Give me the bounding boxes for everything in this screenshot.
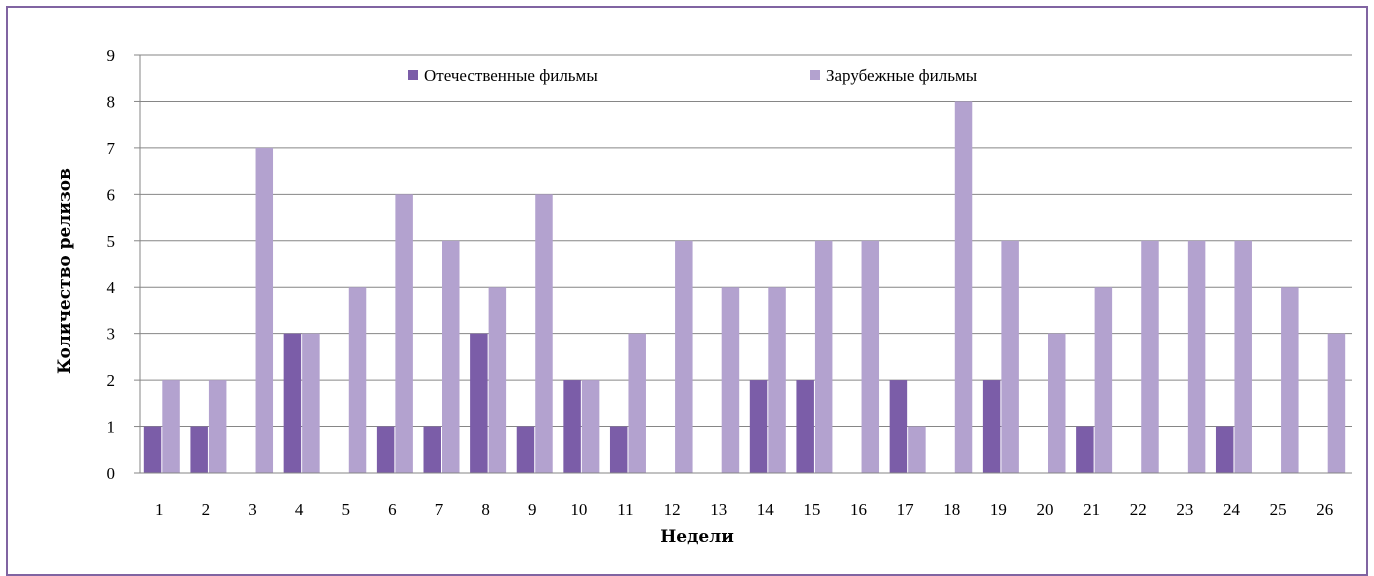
bar-domestic (749, 380, 768, 473)
bar-domestic (889, 380, 908, 473)
bar-domestic (143, 426, 162, 473)
y-tick-label: 1 (107, 418, 116, 437)
bar-foreign (581, 380, 600, 473)
bar-foreign (1094, 287, 1113, 473)
bar-domestic (1076, 426, 1094, 473)
y-tick-label: 4 (107, 278, 116, 297)
bar-domestic (376, 426, 395, 473)
bar-domestic (796, 380, 814, 473)
bar-domestic (516, 426, 535, 473)
bar-foreign (954, 101, 973, 473)
bar-foreign (1327, 333, 1346, 473)
bar-foreign (302, 333, 320, 473)
bar-foreign (162, 380, 180, 473)
x-tick-label: 7 (435, 500, 444, 519)
y-tick-label: 9 (107, 46, 116, 65)
x-tick-label: 6 (388, 500, 397, 519)
y-tick-label: 7 (107, 139, 116, 158)
bar-domestic (563, 380, 581, 473)
legend: Отечественные фильмы Зарубежные фильмы (408, 66, 978, 85)
bar-foreign (348, 287, 367, 473)
x-tick-label: 1 (155, 500, 164, 519)
bar-foreign (628, 333, 646, 473)
bar-foreign (908, 426, 926, 473)
x-tick-label: 24 (1223, 500, 1241, 519)
bar-foreign (208, 380, 227, 473)
x-tick-label: 9 (528, 500, 537, 519)
x-tick-label: 2 (202, 500, 211, 519)
x-tick-label: 14 (757, 500, 775, 519)
legend-label: Отечественные фильмы (424, 66, 598, 85)
bar-domestic (423, 426, 441, 473)
bar-foreign (395, 194, 413, 474)
x-tick-label: 4 (295, 500, 304, 519)
bar-foreign (814, 240, 833, 473)
legend-label: Зарубежные фильмы (826, 66, 978, 85)
y-tick-labels: 0 1 2 3 4 5 6 7 8 9 (107, 46, 116, 483)
x-tick-label: 3 (248, 500, 257, 519)
bar-foreign (861, 240, 880, 473)
bar-foreign (1234, 240, 1252, 473)
x-tick-label: 20 (1037, 500, 1054, 519)
x-tick-label: 23 (1176, 500, 1193, 519)
x-tick-label: 5 (342, 500, 351, 519)
bar-foreign (1141, 240, 1159, 473)
bar-foreign (1281, 287, 1299, 473)
bar-foreign (255, 147, 274, 473)
y-tick-label: 2 (107, 371, 116, 390)
bar-foreign (488, 287, 507, 473)
bar-foreign (1187, 240, 1206, 473)
y-tick-label: 3 (107, 325, 116, 344)
x-tick-label: 21 (1083, 500, 1100, 519)
bar-foreign (675, 240, 693, 473)
bar-foreign (721, 287, 740, 473)
x-tick-label: 11 (617, 500, 633, 519)
bar-foreign (535, 194, 553, 474)
legend-swatch (408, 70, 418, 80)
y-tick-label: 5 (107, 232, 116, 251)
x-tick-label: 19 (990, 500, 1007, 519)
y-axis-title: Количество релизов (55, 168, 75, 374)
bar-foreign (1048, 333, 1066, 473)
bar-domestic (1215, 426, 1234, 473)
x-tick-label: 12 (664, 500, 681, 519)
bars (143, 101, 1346, 474)
x-tick-label: 26 (1316, 500, 1333, 519)
y-tick-label: 0 (107, 464, 116, 483)
x-axis-title: Недели (660, 527, 734, 547)
bar-domestic (190, 426, 208, 473)
bar-domestic (470, 333, 488, 473)
x-tick-label: 22 (1130, 500, 1147, 519)
x-tick-label: 17 (897, 500, 915, 519)
bar-domestic (283, 333, 302, 473)
x-tick-label: 18 (943, 500, 960, 519)
bar-foreign (768, 287, 786, 473)
x-tick-label: 8 (481, 500, 490, 519)
x-tick-label: 25 (1270, 500, 1287, 519)
bar-foreign (1001, 240, 1019, 473)
bar-domestic (609, 426, 628, 473)
y-tick-label: 8 (107, 92, 116, 111)
legend-swatch (810, 70, 820, 80)
y-tick-label: 6 (107, 185, 116, 204)
x-tick-label: 10 (570, 500, 587, 519)
x-tick-labels: 1 2 3 4 5 6 7 8 9 10 11 12 13 14 15 16 17 18 19 20 21 22 23 24 2… (155, 500, 1333, 519)
bar-domestic (982, 380, 1001, 473)
x-tick-label: 15 (803, 500, 820, 519)
x-tick-label: 13 (710, 500, 727, 519)
x-tick-label: 16 (850, 500, 867, 519)
bar-foreign (442, 240, 460, 473)
axes (139, 55, 1352, 474)
